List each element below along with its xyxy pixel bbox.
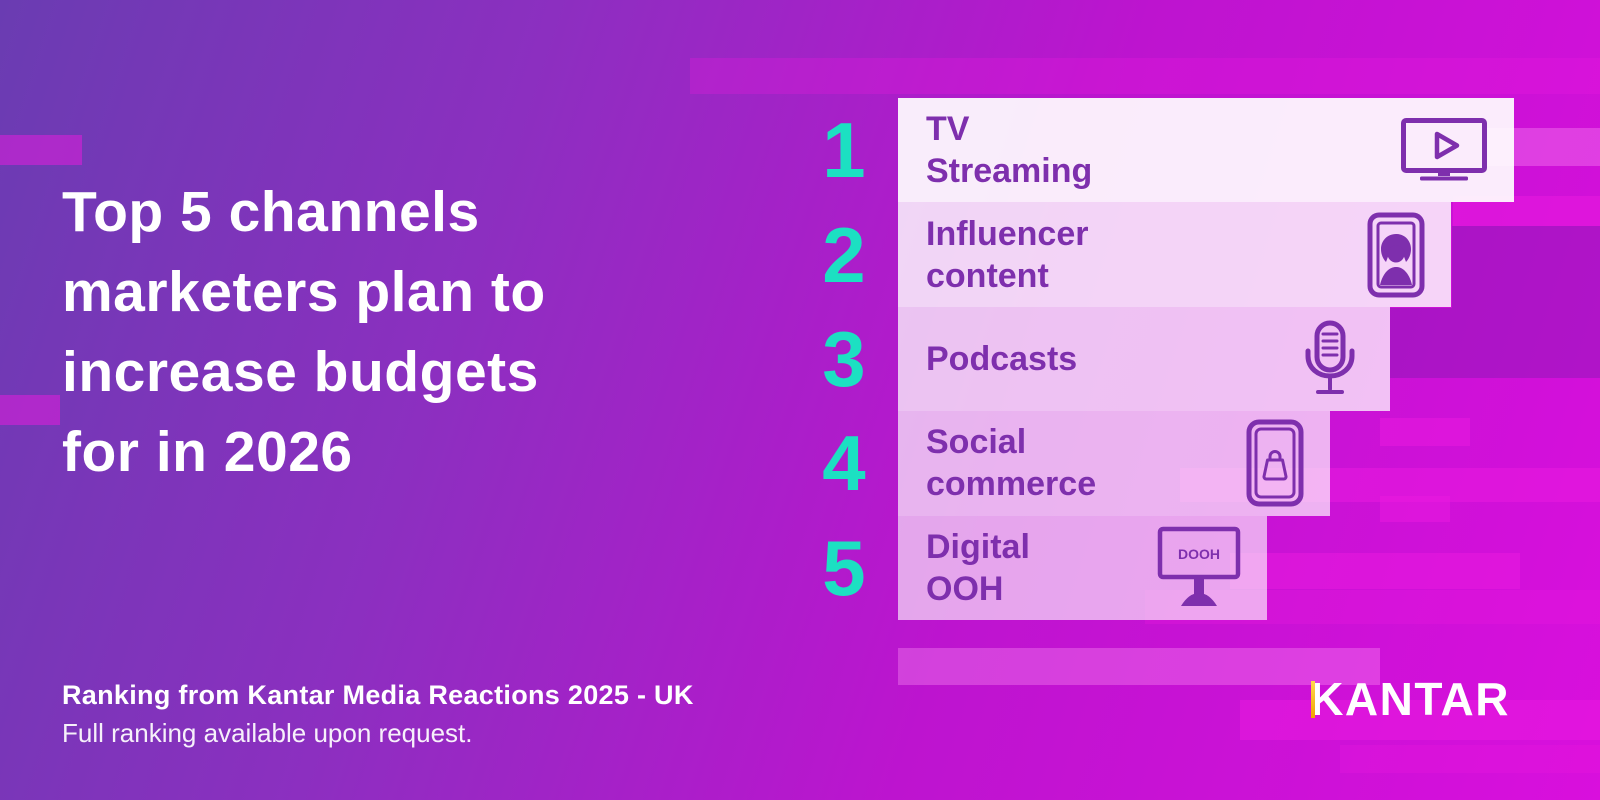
influencer-phone-icon bbox=[1367, 212, 1425, 298]
kantar-logo: KANTAR bbox=[1310, 676, 1510, 722]
svg-text:DOOH: DOOH bbox=[1178, 546, 1220, 562]
channel-label-line: Podcasts bbox=[926, 339, 1078, 378]
title-line: marketers plan to bbox=[62, 260, 546, 324]
channel-label-line: OOH bbox=[926, 569, 1004, 608]
background-streak bbox=[898, 648, 1380, 685]
background-streak bbox=[0, 395, 60, 425]
social-commerce-phone-bag-icon bbox=[1246, 419, 1304, 507]
channel-label-line: Influencer bbox=[926, 214, 1089, 253]
channel-label: Influencer content bbox=[898, 213, 1088, 297]
title-line: for in 2026 bbox=[62, 420, 353, 484]
channel-label-line: content bbox=[926, 256, 1049, 295]
background-streak bbox=[1230, 553, 1520, 589]
footnote-text: Full ranking available upon request. bbox=[62, 718, 473, 748]
ranking-row-2: 2 Influencer content bbox=[790, 202, 1514, 307]
rank-bar-4: Social commerce bbox=[898, 411, 1330, 516]
channel-label-line: Digital bbox=[926, 527, 1030, 566]
channel-label: TV Streaming bbox=[898, 108, 1092, 192]
channel-label-line: Streaming bbox=[926, 152, 1093, 191]
rank-number: 3 bbox=[822, 314, 866, 403]
tv-streaming-play-icon bbox=[1400, 117, 1488, 183]
channel-label: Podcasts bbox=[898, 338, 1077, 380]
digital-ooh-billboard-icon: DOOH bbox=[1157, 526, 1241, 610]
background-streak bbox=[1380, 496, 1450, 522]
rank-number: 1 bbox=[822, 106, 866, 195]
background-streak bbox=[1452, 226, 1600, 308]
channel-label-line: TV bbox=[926, 110, 970, 149]
background-streak bbox=[1380, 418, 1470, 446]
ranking-row-3: 3 Podcasts bbox=[790, 306, 1514, 412]
ranking-row-1: 1 TV Streaming bbox=[790, 98, 1514, 203]
source-text: Ranking from Kantar Media Reactions 2025… bbox=[62, 680, 694, 710]
ranking-list: 1 TV Streaming 2 bbox=[790, 98, 1514, 620]
footer: Ranking from Kantar Media Reactions 2025… bbox=[62, 680, 694, 749]
background-streak bbox=[1390, 308, 1600, 378]
rank-bar-1: TV Streaming bbox=[898, 98, 1514, 203]
rank-number: 2 bbox=[822, 210, 866, 299]
kantar-logo-text: KANTAR bbox=[1310, 673, 1510, 725]
page-title: Top 5 channels marketers plan to increas… bbox=[62, 172, 546, 492]
channel-label-line: commerce bbox=[926, 465, 1097, 504]
ranking-row-4: 4 Social commerce bbox=[790, 411, 1514, 516]
channel-label: Social commerce bbox=[898, 421, 1096, 505]
channel-label-line: Social bbox=[926, 423, 1027, 462]
background-streak bbox=[1240, 700, 1600, 740]
title-line: increase budgets bbox=[62, 340, 539, 404]
rank-bar-2: Influencer content bbox=[898, 202, 1451, 307]
rank-bar-3: Podcasts bbox=[898, 306, 1390, 412]
rank-number: 4 bbox=[822, 419, 866, 508]
kantar-logo-gold-bar bbox=[1311, 681, 1316, 718]
channel-label: Digital OOH bbox=[898, 526, 1030, 610]
rank-bar-5: Digital OOH DOOH bbox=[898, 515, 1267, 620]
rank-number: 5 bbox=[822, 523, 866, 612]
title-line: Top 5 channels bbox=[62, 180, 480, 244]
background-streak bbox=[690, 58, 1600, 94]
background-streak bbox=[0, 135, 82, 165]
background-streak bbox=[1340, 745, 1600, 773]
podcast-microphone-icon bbox=[1296, 320, 1364, 398]
ranking-row-5: 5 Digital OOH DOOH bbox=[790, 515, 1514, 620]
